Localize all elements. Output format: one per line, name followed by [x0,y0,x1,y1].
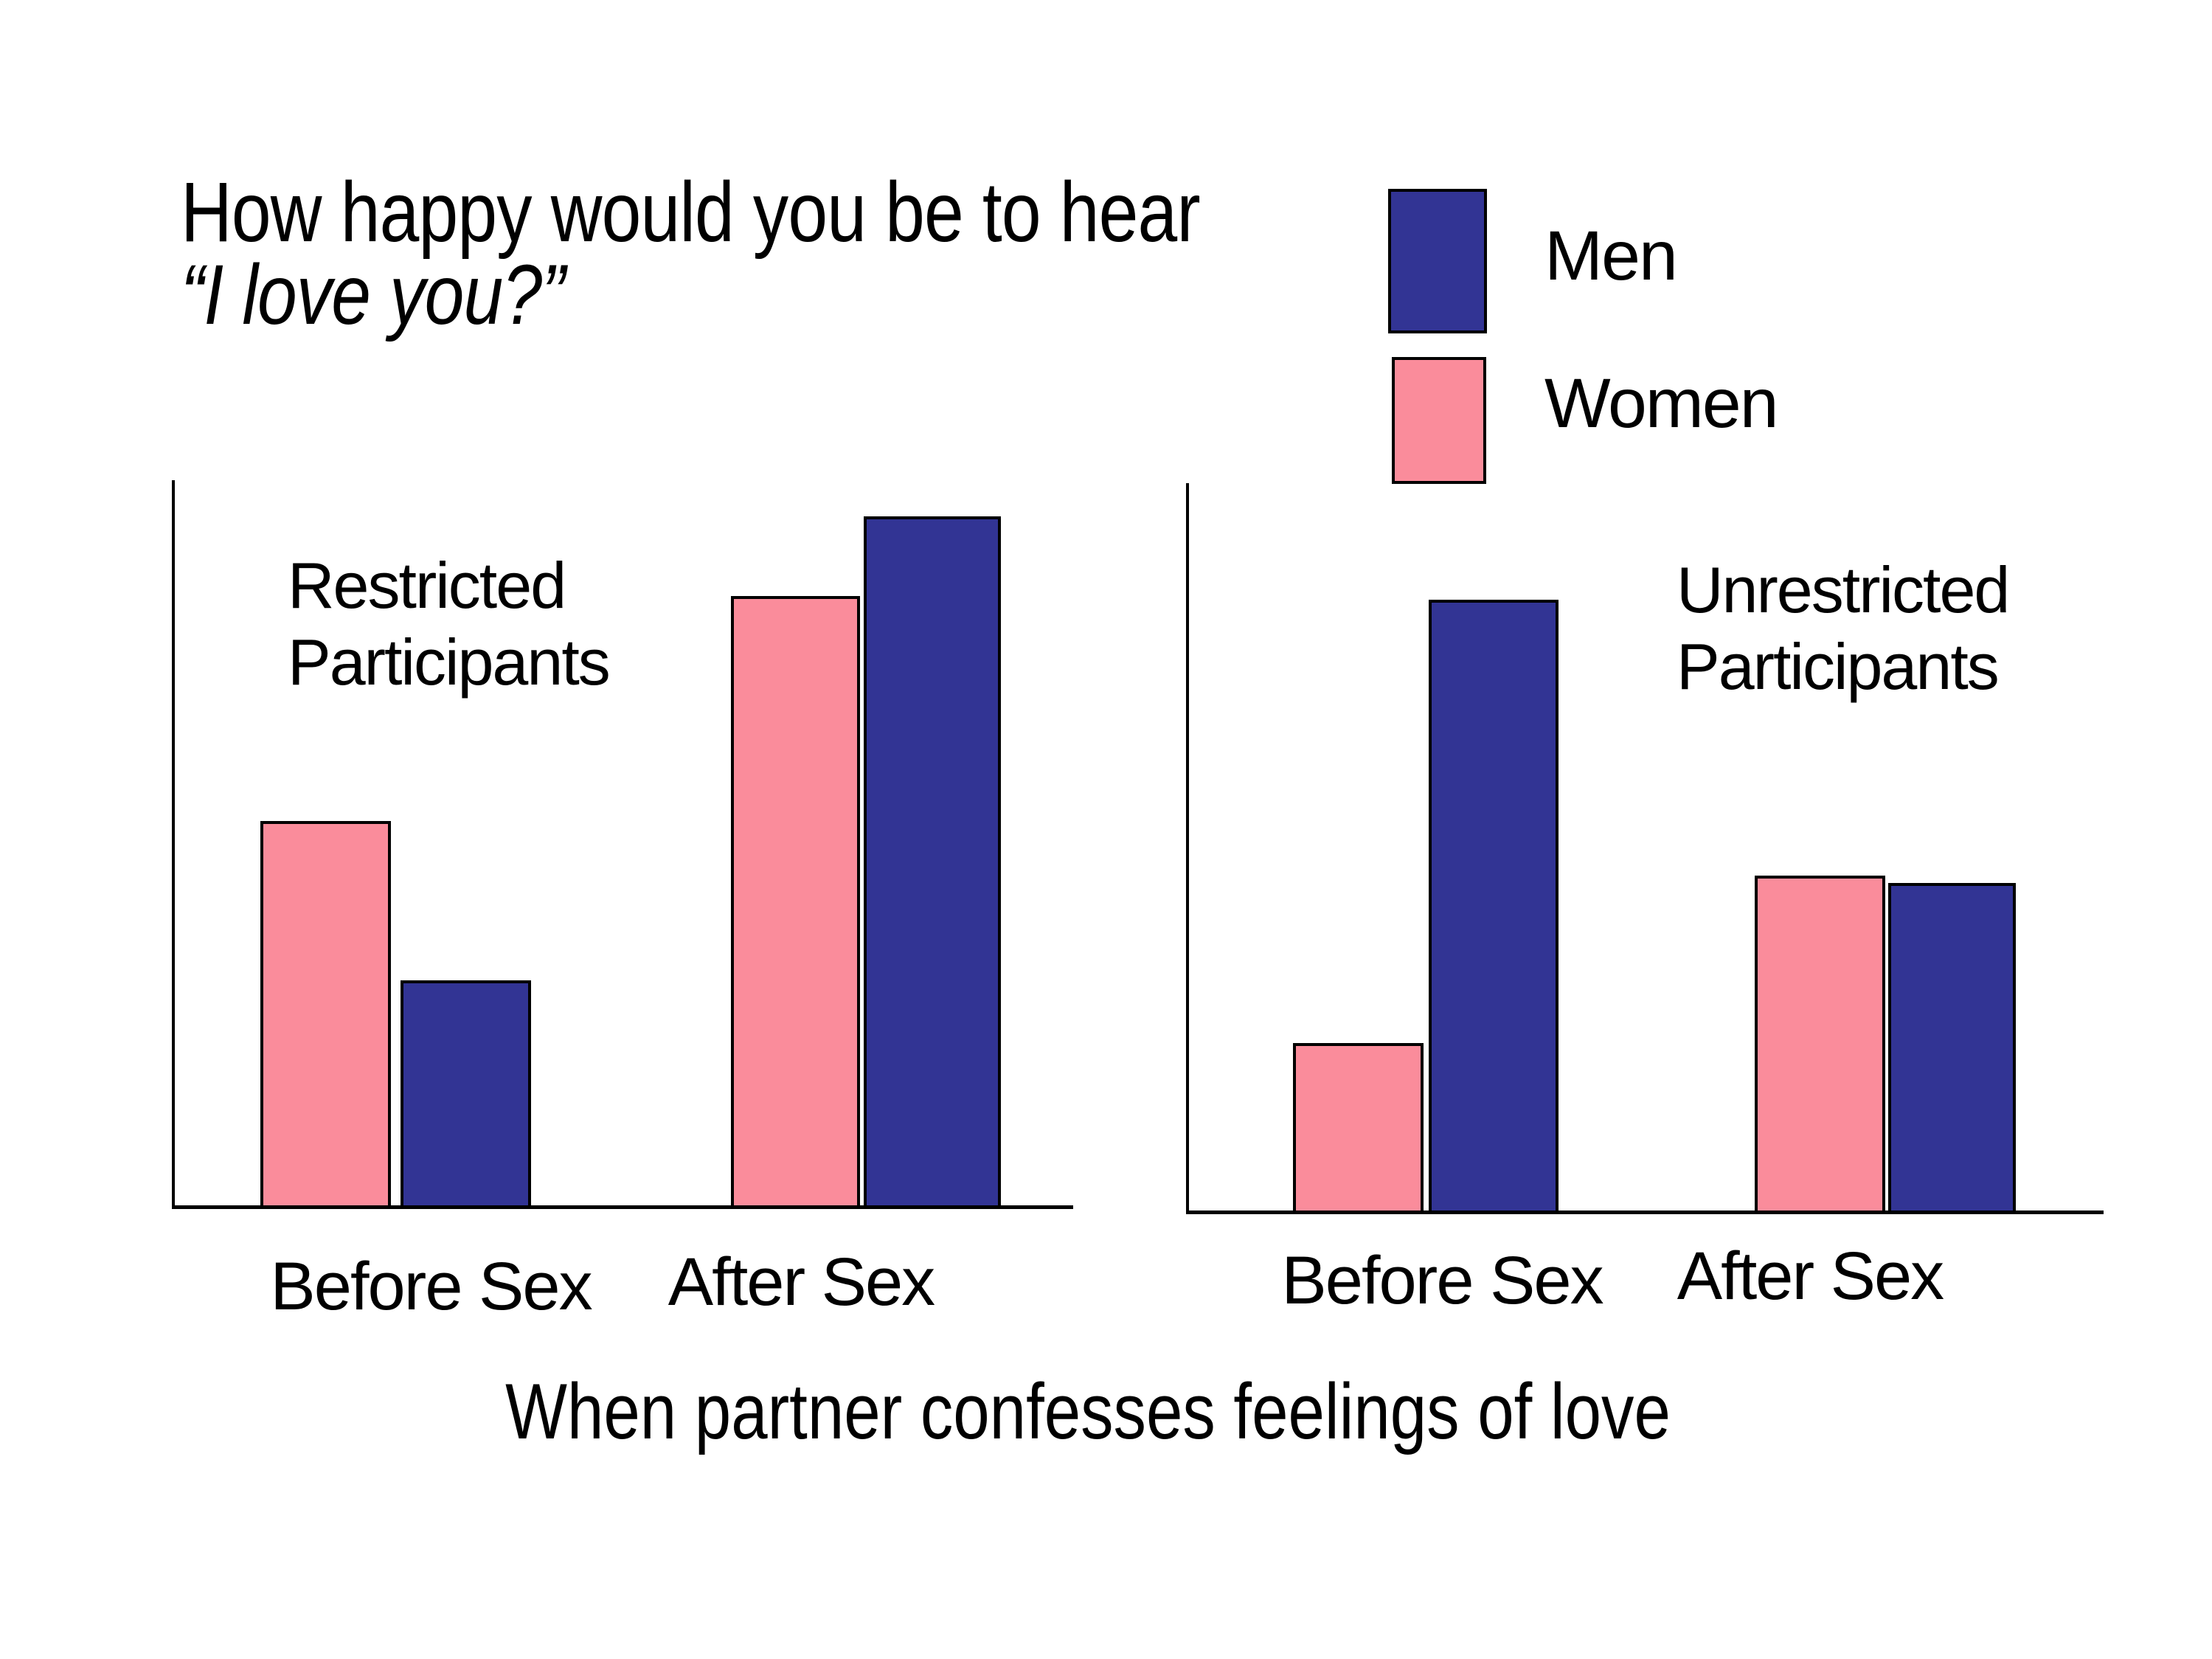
right-chart-x-axis [1186,1211,2104,1214]
chart-title-line1: How happy would you be to hear [181,165,1201,260]
chart-title: How happy would you be to hear “I love y… [181,165,1201,342]
chart-title-line2: “I love you?” [181,248,565,342]
legend-swatch-men [1388,189,1487,333]
bar-restricted-women-after-sex [731,596,860,1208]
bar-unrestricted-men-after-sex [1888,883,2016,1213]
left-chart-label-before-sex: Before Sex [270,1249,592,1324]
left-chart-y-axis [172,480,175,1209]
right-chart-y-axis [1186,483,1189,1214]
bar-restricted-women-before-sex [260,821,391,1208]
bar-unrestricted-women-before-sex [1293,1043,1424,1213]
bar-unrestricted-men-before-sex [1429,600,1559,1213]
left-chart-label-after-sex: After Sex [668,1244,935,1320]
bar-restricted-men-before-sex [401,980,531,1208]
right-chart-label-after-sex: After Sex [1677,1239,1944,1314]
x-axis-caption: When partner confesses feelings of love [505,1367,1671,1455]
legend-label-women: Women [1544,364,1779,443]
panel-label-restricted: Restricted Participants [288,549,611,699]
left-chart-x-axis [172,1205,1073,1209]
right-chart-label-before-sex: Before Sex [1281,1243,1603,1318]
panel-label-unrestricted: Unrestricted Participants [1677,553,2010,703]
legend-swatch-women [1392,357,1486,484]
legend-label-men: Men [1544,217,1678,295]
bar-restricted-men-after-sex [864,516,1001,1208]
bar-unrestricted-women-after-sex [1755,876,1885,1213]
